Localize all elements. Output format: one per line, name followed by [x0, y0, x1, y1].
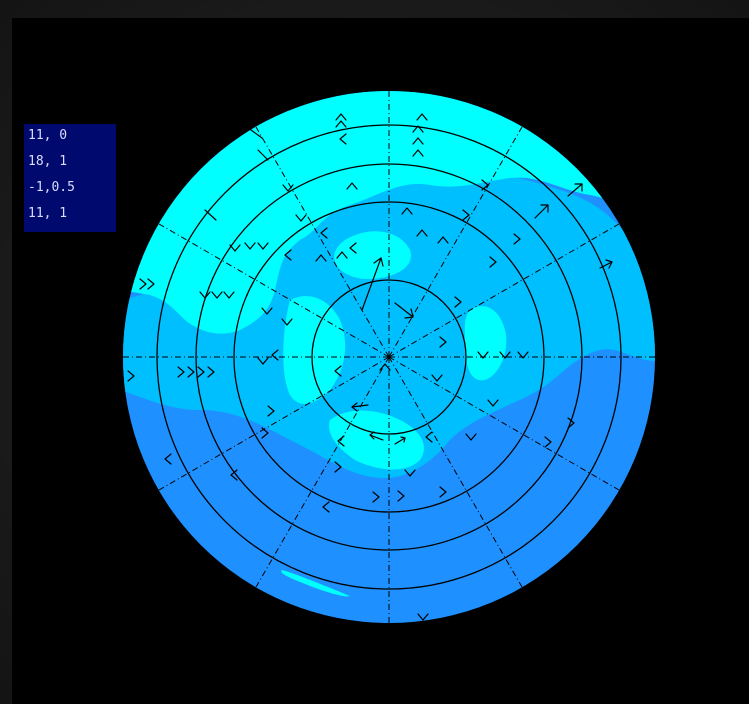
wind-arrow-icon — [544, 436, 552, 448]
wind-arrow-icon — [513, 233, 521, 245]
meridian-line — [255, 356, 390, 588]
wind-arrow-icon — [404, 469, 416, 477]
latitude-ring — [233, 201, 545, 513]
wind-arrow-icon — [349, 242, 357, 254]
meridian-line — [158, 223, 390, 358]
wind-arrow-icon — [369, 431, 384, 441]
latitude-ring — [311, 279, 467, 435]
latitude-ring — [195, 163, 583, 551]
wind-arrow-icon — [267, 405, 275, 417]
wind-arrow-icon — [401, 207, 413, 215]
wind-arrow-icon — [517, 351, 529, 359]
wind-arrow-icon — [139, 278, 147, 290]
wind-arrow-icon — [197, 366, 205, 378]
wind-arrow-icon — [207, 366, 215, 378]
wind-arrow-icon — [465, 433, 477, 441]
wind-arrow-icon — [481, 179, 489, 191]
wind-arrow-icon — [223, 291, 235, 299]
wind-arrow-icon — [271, 349, 279, 361]
wind-arrow-icon — [199, 291, 211, 299]
meridian-line — [158, 356, 390, 491]
meridian-line — [388, 356, 523, 588]
wind-arrow-icon — [599, 259, 613, 269]
wind-arrow-icon — [281, 318, 293, 326]
meridian-line — [255, 126, 390, 358]
wind-arrow-icon — [244, 242, 256, 250]
wind-arrow-icon — [147, 278, 155, 290]
wind-arrow-icon — [567, 183, 583, 197]
wind-arrow-icon — [416, 229, 428, 237]
wind-arrow-icon — [334, 365, 342, 377]
wind-arrow-icon — [477, 351, 489, 359]
wind-arrow-icon — [499, 351, 511, 359]
wind-arrow-icon — [346, 182, 358, 190]
wind-arrow-icon — [339, 133, 347, 145]
wind-arrow-icon — [417, 613, 429, 621]
wind-arrow-icon — [431, 374, 443, 382]
wind-arrow-icon — [315, 254, 327, 262]
wind-arrow-icon — [534, 204, 549, 219]
wind-arrow-icon — [282, 184, 294, 192]
wind-arrow-icon — [164, 453, 172, 465]
wind-arrow-icon — [489, 256, 497, 268]
legend-item: 11, 0 — [28, 128, 68, 143]
wind-arrow-icon — [351, 402, 369, 412]
wind-arrow-icon — [337, 435, 345, 447]
contour-high-patch — [334, 231, 411, 280]
wind-arrow-icon — [257, 357, 269, 365]
wind-arrow-icon — [372, 491, 380, 503]
wind-arrow-icon — [127, 370, 135, 382]
wind-arrow-icon — [397, 490, 405, 502]
wind-arrow-icon — [336, 251, 348, 259]
wind-arrow-icon — [261, 307, 273, 315]
wind-arrow-icon — [335, 113, 347, 121]
legend-item: 11, 1 — [28, 206, 68, 221]
meridian-line — [388, 126, 523, 358]
wind-arrow-icon — [437, 236, 449, 244]
wind-arrow-icon — [394, 436, 406, 445]
wind-arrow-icon — [462, 209, 470, 221]
wind-arrow-icon — [211, 291, 223, 299]
contour-high-patch — [464, 306, 507, 381]
legend-item: -1,0.5 — [28, 180, 75, 195]
wind-arrow-icon — [439, 336, 447, 348]
wind-arrow-icon — [567, 417, 575, 429]
wind-arrow-icon — [394, 302, 414, 319]
wind-arrow-icon — [204, 129, 269, 221]
legend-item: 18, 1 — [28, 154, 68, 169]
wind-arrow-icon — [379, 363, 391, 371]
wind-arrow-icon — [416, 113, 428, 121]
wind-arrow-icon — [177, 366, 185, 378]
contour-streak — [281, 570, 350, 597]
meridian-line — [388, 356, 620, 491]
wind-arrow-icon — [487, 399, 499, 407]
contour-high — [123, 91, 655, 334]
wind-arrow-icon — [322, 501, 330, 513]
wind-arrow-icon — [261, 427, 269, 439]
wind-arrow-icon — [334, 461, 342, 473]
latitude-ring — [156, 124, 622, 590]
wind-arrow-icon — [361, 257, 384, 311]
wind-arrow-icon — [284, 249, 292, 261]
meridian-line — [388, 223, 620, 358]
wind-arrow-icon — [412, 149, 424, 157]
wind-arrow-icon — [257, 242, 269, 250]
wind-arrow-icon — [320, 227, 328, 239]
legend-box: 11, 0 18, 1 -1,0.5 11, 1 — [24, 124, 116, 232]
wind-arrow-icon — [229, 244, 241, 252]
wind-arrow-icon — [295, 214, 307, 222]
wind-arrow-icon — [335, 120, 347, 128]
wind-arrow-icon — [425, 431, 433, 443]
wind-arrow-icon — [454, 296, 462, 308]
wind-arrow-icon — [412, 125, 424, 133]
wind-arrow-icon — [412, 137, 424, 145]
wind-arrow-icon — [230, 469, 238, 481]
wind-arrow-icon — [187, 366, 195, 378]
wind-arrow-icon — [439, 486, 447, 498]
